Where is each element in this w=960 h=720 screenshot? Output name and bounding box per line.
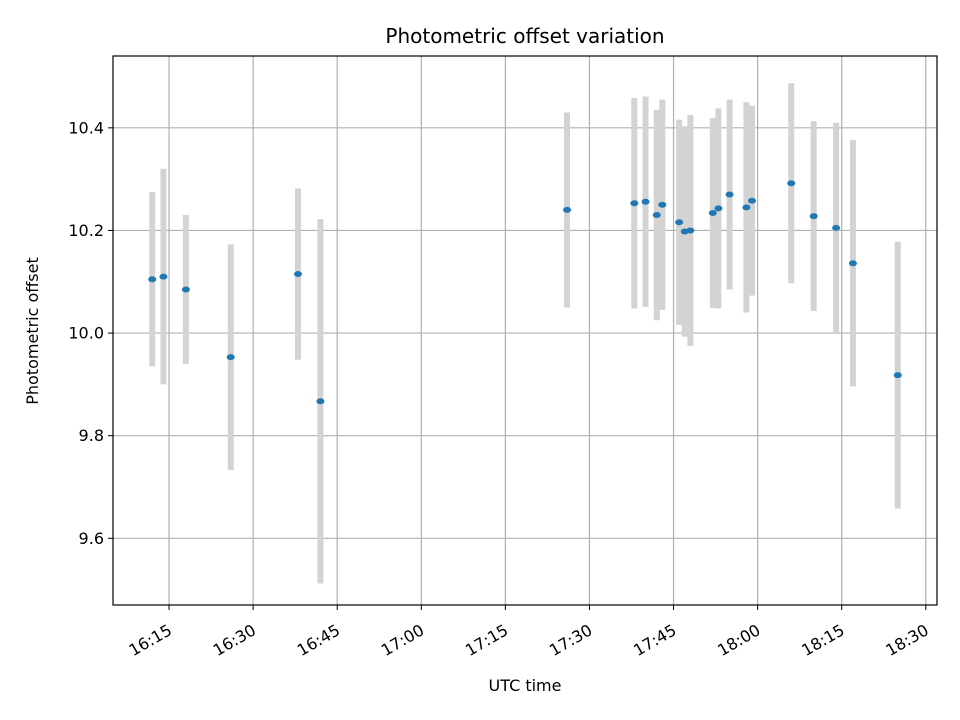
data-point [848, 260, 857, 267]
data-point [226, 354, 235, 361]
data-point [181, 286, 190, 293]
data-point [742, 204, 751, 211]
data-point [652, 212, 661, 219]
y-tick-label: 9.8 [79, 426, 104, 445]
y-tick-label: 10.0 [68, 324, 104, 343]
chart-title: Photometric offset variation [385, 24, 664, 48]
data-point [159, 273, 168, 280]
data-point [316, 398, 325, 405]
data-point [563, 206, 572, 213]
y-axis-label: Photometric offset [23, 257, 42, 405]
data-point [148, 276, 157, 283]
data-point [714, 205, 723, 212]
x-axis-label: UTC time [489, 676, 562, 695]
data-point [787, 180, 796, 187]
data-point [832, 224, 841, 231]
data-point [675, 219, 684, 226]
data-point [658, 201, 667, 208]
y-tick-label: 10.2 [68, 221, 104, 240]
grid [113, 56, 937, 605]
data-point [725, 191, 734, 198]
data-point [748, 197, 757, 204]
y-tick-label: 10.4 [68, 118, 104, 137]
data-point [641, 198, 650, 205]
data-point [809, 213, 818, 220]
data-point [708, 210, 717, 217]
y-tick-label: 9.6 [79, 529, 104, 548]
y-axis: 9.6 9.8 10.0 10.2 10.4 [68, 118, 113, 548]
data-points [148, 180, 902, 405]
data-point [893, 372, 902, 379]
data-point [686, 227, 695, 234]
data-point [630, 200, 639, 207]
plot-area-frame [112, 55, 938, 606]
data-point [293, 271, 302, 278]
